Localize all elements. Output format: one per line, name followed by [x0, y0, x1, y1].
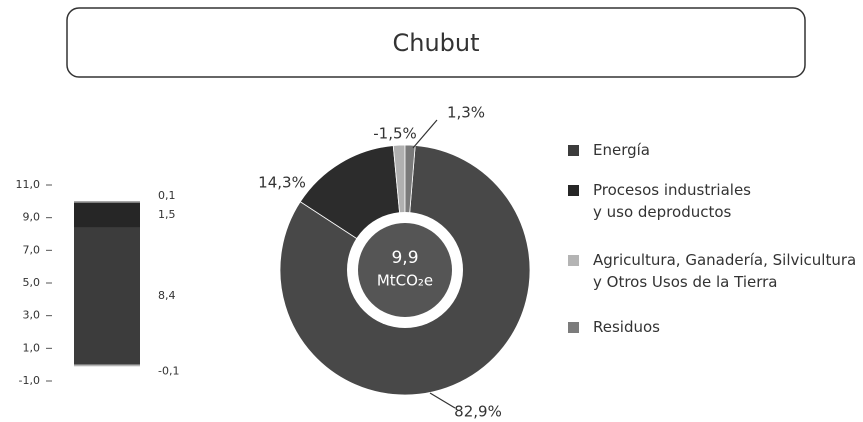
y-tick-label: 9,0: [23, 211, 41, 224]
chart-title: Chubut: [392, 29, 479, 57]
y-tick-label: 3,0: [23, 309, 41, 322]
bar-segment: [74, 364, 140, 367]
legend-swatch: [568, 322, 579, 333]
y-tick-label: -1,0: [19, 374, 40, 387]
bar-segment: [74, 202, 140, 228]
leader-line: [429, 392, 456, 409]
legend-swatch: [568, 255, 579, 266]
center-value: 9,9: [391, 248, 418, 268]
value-label: 1,3%: [447, 104, 485, 122]
bar-segment: [74, 201, 140, 203]
center-disc: [358, 223, 452, 317]
y-tick-label: 11,0: [16, 178, 41, 191]
value-label: 14,3%: [258, 174, 306, 192]
legend-label: Residuos: [593, 318, 660, 336]
y-tick-label: 5,0: [23, 276, 41, 289]
title-box: [66, 7, 806, 78]
legend-swatch: [568, 185, 579, 196]
legend-label: Energía: [593, 141, 650, 159]
bar-segment: [74, 227, 140, 365]
legend-label: Agricultura, Ganadería, Silvicultura y O…: [593, 251, 857, 291]
value-label: 8,4: [158, 289, 176, 302]
center-unit: MtCO₂e: [377, 272, 433, 290]
legend-swatch: [568, 145, 579, 156]
leader-line: [412, 119, 438, 149]
legend-label: Procesos industriales y uso deproductos: [593, 181, 751, 221]
value-label: -1,5%: [373, 125, 417, 143]
value-label: 0,1: [158, 189, 176, 202]
y-tick-label: 7,0: [23, 243, 41, 256]
value-label: -0,1: [158, 364, 179, 377]
value-label: 1,5: [158, 208, 176, 221]
y-tick-label: 1,0: [23, 341, 41, 354]
value-label: 82,9%: [454, 403, 502, 421]
